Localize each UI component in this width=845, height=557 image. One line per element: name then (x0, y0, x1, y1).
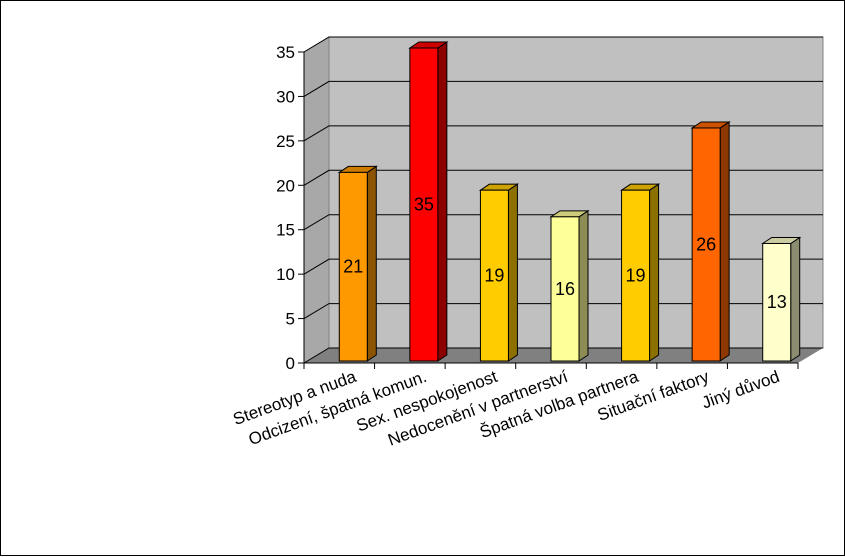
y-tick-label: 5 (286, 310, 295, 329)
y-tick-label: 15 (276, 221, 295, 240)
bar-front (409, 47, 439, 362)
bar-front (550, 216, 580, 362)
bar-front (691, 127, 721, 362)
bar: 19 (619, 183, 661, 362)
bar-front (621, 189, 651, 362)
bar: 35 (408, 41, 449, 362)
bar: 13 (761, 236, 802, 362)
gridline (303, 125, 823, 142)
bar-value-label: 13 (767, 292, 787, 312)
y-tick-label: 0 (286, 354, 295, 373)
y-axis-ticks: 0 5 10 15 20 25 30 35 (276, 43, 304, 373)
axes (303, 52, 799, 369)
bar-front (479, 189, 509, 362)
bar: 21 (337, 165, 378, 362)
bar-front (338, 171, 368, 362)
gridline (303, 36, 823, 53)
bars: 21 35 19 16 19 26 13 (337, 41, 802, 362)
bar-side (437, 41, 448, 362)
bar-value-label: 16 (555, 279, 575, 299)
bar-value-label: 26 (696, 234, 716, 254)
bar: 19 (478, 183, 520, 362)
bar: 16 (549, 209, 590, 362)
y-tick-label: 10 (276, 265, 295, 284)
bar-side (719, 121, 730, 362)
chart-side-wall (303, 36, 330, 364)
bar-side (578, 209, 589, 362)
bar-side (790, 236, 801, 362)
gridline (303, 80, 823, 97)
bar: 26 (690, 121, 731, 362)
x-category-label: Jiný důvod (699, 367, 782, 413)
bar-side (366, 165, 377, 362)
gridline (303, 169, 823, 186)
y-tick-label: 35 (276, 43, 295, 62)
bar-value-label: 19 (484, 266, 504, 286)
y-tick-label: 25 (276, 132, 295, 151)
y-tick-label: 30 (276, 87, 295, 106)
bar-side (649, 183, 660, 362)
bar-value-label: 35 (414, 195, 434, 215)
bar-value-label: 19 (626, 266, 646, 286)
bar-front (762, 242, 792, 362)
bar-value-label: 21 (343, 257, 363, 277)
y-tick-label: 20 (276, 176, 295, 195)
bar-side (507, 183, 518, 362)
